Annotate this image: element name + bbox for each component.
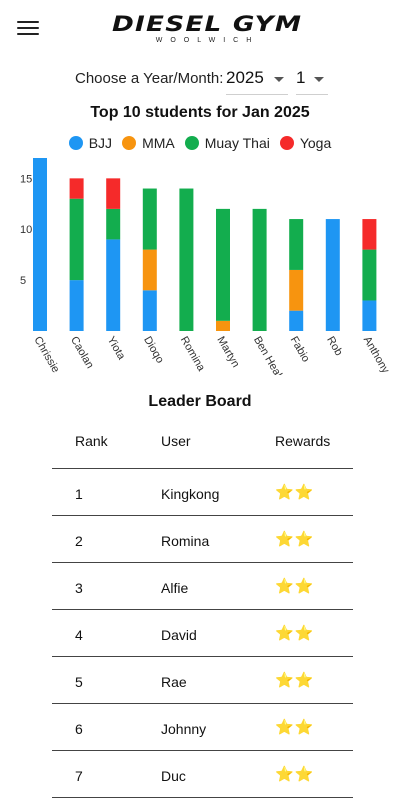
bar-segment[interactable] xyxy=(289,310,304,331)
legend-swatch xyxy=(122,136,137,150)
leaderboard-header: Rank User Rewards xyxy=(52,420,353,469)
rewards-cell: ⭐⭐ xyxy=(275,672,315,689)
bar-segment[interactable] xyxy=(216,208,230,321)
user-cell: Romina xyxy=(161,533,210,549)
bar-segment[interactable] xyxy=(362,249,377,301)
rewards-cell: ⭐⭐ xyxy=(275,719,315,736)
logo-sub-text: WOOLWICH xyxy=(155,37,260,44)
year-value: 2025 xyxy=(226,68,264,87)
bar-segment[interactable] xyxy=(106,178,121,209)
user-cell: Duc xyxy=(161,768,186,784)
logo-main-text: DIESEL GYM xyxy=(112,12,303,36)
x-tick-label: Martyn xyxy=(214,335,241,370)
user-cell: David xyxy=(161,627,197,643)
bar-segment[interactable] xyxy=(69,198,84,281)
rank-header: Rank xyxy=(75,433,108,449)
x-tick-label: Fabio xyxy=(288,335,312,365)
bar-segment[interactable] xyxy=(289,219,304,270)
rewards-cell: ⭐⭐ xyxy=(275,625,315,642)
rank-cell: 4 xyxy=(75,627,83,643)
table-row[interactable]: 3 Alfie ⭐⭐ xyxy=(52,563,353,610)
x-tick-label: Caolan xyxy=(68,335,96,371)
bar-segment[interactable] xyxy=(69,280,84,331)
user-cell: Rae xyxy=(161,674,187,690)
legend-item[interactable]: BJJ xyxy=(68,135,113,151)
chart-title: Top 10 students for Jan 2025 xyxy=(90,104,310,121)
y-tick-label: 15 xyxy=(20,173,32,185)
rank-cell: 7 xyxy=(75,768,83,784)
bar-segment[interactable] xyxy=(216,320,230,331)
bar-segment[interactable] xyxy=(289,269,304,311)
bar-chart: 5 10 15 Chrissie Caolan Yiota Dioqo Romina Marty… xyxy=(20,158,392,376)
bar-segment[interactable] xyxy=(142,290,157,331)
bar-segment[interactable] xyxy=(362,300,377,331)
bar-segment[interactable] xyxy=(69,178,84,199)
table-row[interactable]: 5 Rae ⭐⭐ xyxy=(52,657,353,704)
legend-item[interactable]: Yoga xyxy=(279,135,332,151)
bar-segment[interactable] xyxy=(142,249,157,291)
rank-cell: 5 xyxy=(75,674,83,690)
bar-segment[interactable] xyxy=(325,219,340,331)
table-row[interactable]: 6 Johnny ⭐⭐ xyxy=(52,704,353,751)
table-row[interactable]: 4 David ⭐⭐ xyxy=(52,610,353,657)
legend-label: BJJ xyxy=(88,135,113,151)
x-tick-label: Ben Healy xyxy=(251,335,287,376)
gym-logo: DIESEL GYM WOOLWICH xyxy=(112,12,303,44)
bar-segment[interactable] xyxy=(106,208,121,240)
legend-swatch xyxy=(68,136,83,150)
caret-down-icon xyxy=(274,77,284,82)
legend-swatch xyxy=(184,136,199,150)
legend-swatch xyxy=(279,136,294,150)
leaderboard-title: Leader Board xyxy=(148,393,252,410)
bar-segment[interactable] xyxy=(142,188,157,250)
user-cell: Alfie xyxy=(161,580,189,596)
rewards-header: Rewards xyxy=(275,433,331,449)
rewards-cell: ⭐⭐ xyxy=(275,484,315,501)
legend-item[interactable]: MMA xyxy=(122,135,175,151)
picker-label: Choose a Year/Month: xyxy=(75,70,224,87)
bar-segment[interactable] xyxy=(33,158,47,331)
x-tick-label: Chrissie xyxy=(31,335,61,375)
x-tick-label: Romina xyxy=(178,335,208,375)
rewards-cell: ⭐⭐ xyxy=(275,578,315,595)
user-cell: Kingkong xyxy=(161,486,220,502)
y-tick-label: 5 xyxy=(20,275,26,287)
bar-segment[interactable] xyxy=(362,219,377,250)
leaderboard-table: Rank User Rewards 1 Kingkong ⭐⭐ 2 Romina ⭐⭐ 3 A… xyxy=(52,420,353,798)
table-row[interactable]: 2 Romina ⭐⭐ xyxy=(52,516,353,563)
year-select[interactable]: 2025 xyxy=(226,66,288,95)
x-tick-label: Yiota xyxy=(105,335,128,363)
bar-segment[interactable] xyxy=(252,208,267,331)
legend-label: Muay Thai xyxy=(204,135,270,151)
chart-legend: BJJ MMA Muay Thai Yoga xyxy=(0,135,400,151)
bar-segment[interactable] xyxy=(179,188,194,331)
rank-cell: 1 xyxy=(75,486,83,502)
x-tick-label: Dioqo xyxy=(141,335,166,366)
menu-bar xyxy=(17,27,39,29)
x-tick-label: Rob xyxy=(324,335,344,358)
rewards-cell: ⭐⭐ xyxy=(275,531,315,548)
user-header: User xyxy=(161,433,191,449)
bar-segment[interactable] xyxy=(106,239,121,331)
rank-cell: 6 xyxy=(75,721,83,737)
caret-down-icon xyxy=(314,77,324,82)
date-picker-row: Choose a Year/Month: 2025 1 xyxy=(0,66,400,96)
menu-bar xyxy=(17,21,39,23)
menu-bar xyxy=(17,33,39,35)
table-row[interactable]: 7 Duc ⭐⭐ xyxy=(52,751,353,798)
menu-icon[interactable] xyxy=(17,17,39,37)
legend-label: Yoga xyxy=(299,135,332,151)
rank-cell: 2 xyxy=(75,533,83,549)
month-value: 1 xyxy=(296,68,306,87)
legend-item[interactable]: Muay Thai xyxy=(184,135,270,151)
y-tick-label: 10 xyxy=(20,224,32,236)
table-row[interactable]: 1 Kingkong ⭐⭐ xyxy=(52,469,353,516)
rank-cell: 3 xyxy=(75,580,83,596)
month-select[interactable]: 1 xyxy=(296,66,328,95)
legend-label: MMA xyxy=(142,135,175,151)
rewards-cell: ⭐⭐ xyxy=(275,766,315,783)
x-tick-label: Anthony xyxy=(361,335,392,376)
user-cell: Johnny xyxy=(161,721,207,737)
